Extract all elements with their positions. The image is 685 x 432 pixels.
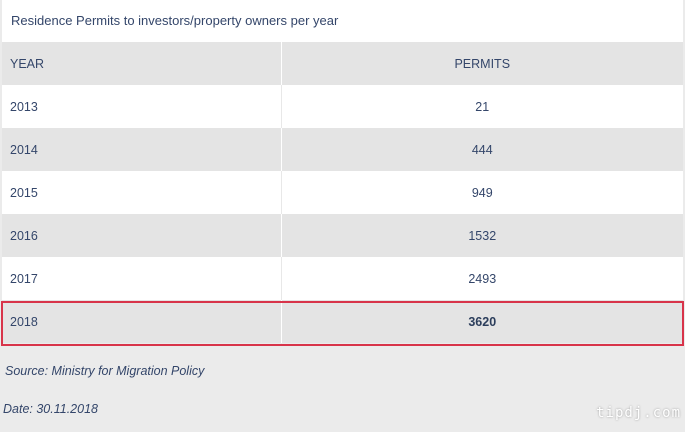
year-cell: 2013 bbox=[2, 85, 282, 128]
permits-cell: 2493 bbox=[281, 257, 683, 300]
year-cell: 2015 bbox=[2, 171, 282, 214]
year-cell: 2018 bbox=[2, 300, 282, 343]
year-cell: 2017 bbox=[2, 257, 282, 300]
source-note: Source: Ministry for Migration Policy bbox=[5, 364, 205, 378]
year-cell: 2016 bbox=[2, 214, 282, 257]
table-row: 2014 444 bbox=[2, 128, 683, 171]
table-row: 2015 949 bbox=[2, 171, 683, 214]
permits-cell: 949 bbox=[281, 171, 683, 214]
table-row-highlighted: 2018 3620 bbox=[2, 300, 683, 343]
table-caption: Residence Permits to investors/property … bbox=[2, 0, 683, 42]
table-row: 2016 1532 bbox=[2, 214, 683, 257]
table-header-row: YEAR PERMITS bbox=[2, 42, 683, 85]
column-header-year: YEAR bbox=[2, 42, 282, 85]
permits-table-panel: Residence Permits to investors/property … bbox=[2, 0, 683, 343]
permits-cell: 1532 bbox=[281, 214, 683, 257]
column-header-permits: PERMITS bbox=[281, 42, 683, 85]
permits-cell: 3620 bbox=[281, 300, 683, 343]
year-cell: 2014 bbox=[2, 128, 282, 171]
date-note: Date: 30.11.2018 bbox=[3, 402, 98, 416]
permits-table: YEAR PERMITS 2013 21 2014 444 2015 949 2… bbox=[2, 42, 683, 343]
permits-cell: 444 bbox=[281, 128, 683, 171]
permits-cell: 21 bbox=[281, 85, 683, 128]
table-row: 2013 21 bbox=[2, 85, 683, 128]
watermark: tipdj.com bbox=[596, 405, 681, 421]
table-row: 2017 2493 bbox=[2, 257, 683, 300]
